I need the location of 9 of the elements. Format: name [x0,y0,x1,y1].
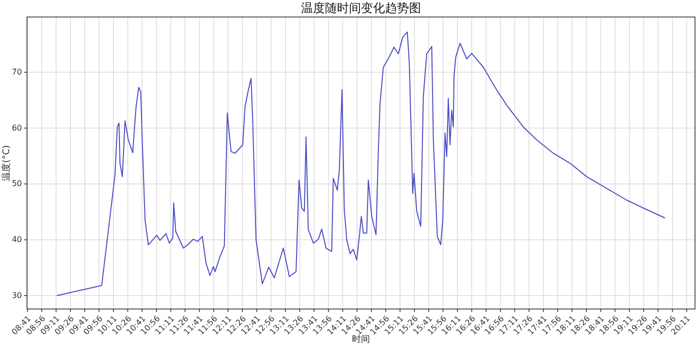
y-tick-label: 30 [12,290,22,300]
y-tick-label: 60 [12,123,22,132]
y-tick-label: 50 [12,179,22,188]
line-series [56,32,666,296]
chart-title: 温度随时间变化趋势图 [301,1,421,15]
x-axis-title: 时间 [352,334,370,345]
y-tick-label: 70 [12,67,22,76]
y-axis-title: 温度(°C) [1,145,12,181]
y-tick-label: 40 [12,234,22,244]
